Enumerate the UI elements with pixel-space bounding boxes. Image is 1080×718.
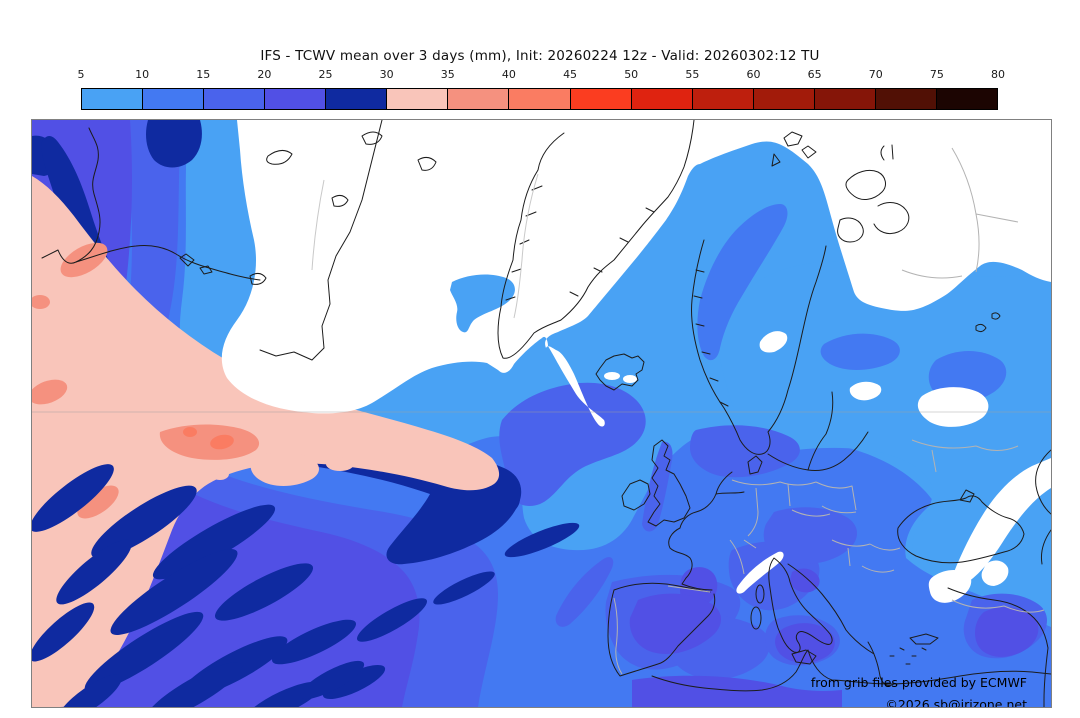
colorbar-segment-45-50 bbox=[570, 89, 632, 109]
field-10-15-tongue bbox=[697, 204, 788, 361]
field-25-30-topblob bbox=[146, 120, 202, 168]
field-30-35-islet bbox=[211, 468, 229, 480]
colorbar-tick-65: 65 bbox=[807, 68, 822, 81]
field-lt5-turkey2 bbox=[981, 560, 1009, 586]
colorbar-segment-55-60 bbox=[692, 89, 754, 109]
field-15-20-streak bbox=[555, 557, 614, 627]
field-20-25-tyrrhenian bbox=[775, 623, 835, 663]
colorbar-segment-35-40 bbox=[448, 89, 510, 109]
colorbar-tick-labels: 5 10 15 20 25 30 35 40 45 50 55 60 65 70 75 80 bbox=[77, 68, 1006, 84]
field-lt5-baltic1 bbox=[849, 381, 882, 401]
field-5-10-davis bbox=[450, 274, 515, 333]
colorbar-tick-60: 60 bbox=[746, 68, 761, 81]
colorbar-tick-10: 10 bbox=[135, 68, 150, 81]
colorbar-tick-50: 50 bbox=[624, 68, 639, 81]
field-35-40-blob bbox=[32, 379, 68, 405]
colorbar-tick-40: 40 bbox=[501, 68, 516, 81]
colorbar-tick-25: 25 bbox=[318, 68, 333, 81]
colorbar-segment-25-30 bbox=[326, 89, 388, 109]
colorbar-tick-35: 35 bbox=[440, 68, 455, 81]
attribution-source: from grib files provided by ECMWF bbox=[811, 675, 1027, 690]
colorbar-tick-45: 45 bbox=[563, 68, 578, 81]
colorbar-tick-80: 80 bbox=[991, 68, 1005, 81]
field-lt5-turkey1 bbox=[928, 570, 972, 603]
colorbar-segment-20-25 bbox=[265, 89, 327, 109]
colorbar-scale bbox=[81, 88, 998, 110]
field-35-40-blob bbox=[32, 295, 50, 309]
colorbar-segment-65-70 bbox=[814, 89, 876, 109]
colorbar-segment-60-65 bbox=[753, 89, 815, 109]
colorbar-tick-75: 75 bbox=[929, 68, 944, 81]
field-40-45-spot bbox=[210, 434, 234, 450]
field-5-10-ne-wedge bbox=[717, 260, 1051, 620]
field-lt5-scandes bbox=[759, 331, 788, 353]
colorbar-tick-20: 20 bbox=[257, 68, 272, 81]
colorbar-segment-10-15 bbox=[143, 89, 205, 109]
colorbar-segment-5-10 bbox=[82, 89, 144, 109]
colorbar-tick-5: 5 bbox=[77, 68, 85, 81]
field-25-30-slashes bbox=[32, 464, 580, 707]
colorbar-segment-50-55 bbox=[631, 89, 693, 109]
field-35-40-blob bbox=[77, 485, 119, 519]
field-15-20-balkans bbox=[763, 507, 857, 565]
field-lt5-caucasus bbox=[952, 458, 1051, 585]
coastlines bbox=[41, 120, 1051, 707]
tcwv-contour-map: from grib files provided by ECMWF ©2026 … bbox=[32, 120, 1051, 707]
field-10-15-blob bbox=[820, 333, 900, 370]
field-15-20-hook bbox=[499, 382, 646, 506]
field-40-45-spot bbox=[183, 427, 197, 437]
field-lt5-iceland-spot bbox=[604, 372, 620, 380]
field-15-20-germany bbox=[690, 425, 800, 478]
field-30-35-wedge bbox=[32, 176, 500, 707]
attribution-copyright: ©2026 sb@irizone.net bbox=[885, 697, 1027, 707]
colorbar-segment-30-35 bbox=[387, 89, 449, 109]
field-lt5-iceland-spot bbox=[623, 375, 637, 383]
field-lt5-arctic bbox=[221, 120, 1051, 427]
colorbar-segment-15-20 bbox=[204, 89, 266, 109]
colorbar: 5 10 15 20 25 30 35 40 45 50 55 60 65 70 75 80 bbox=[77, 68, 1006, 112]
field-20-25-emed bbox=[975, 607, 1039, 657]
colorbar-segment-75-80 bbox=[936, 89, 997, 109]
field-20-25-africa bbox=[632, 675, 842, 707]
colorbar-tick-70: 70 bbox=[868, 68, 883, 81]
country-borders bbox=[613, 147, 1045, 675]
field-lt5-baltic2 bbox=[917, 387, 989, 427]
inland-ice-borders bbox=[311, 173, 539, 319]
field-30-35-islet bbox=[326, 457, 354, 471]
page-title: IFS - TCWV mean over 3 days (mm), Init: … bbox=[260, 48, 820, 64]
field-30-35-islet bbox=[250, 452, 319, 486]
map-canvas: from grib files provided by ECMWF ©2026 … bbox=[31, 119, 1052, 708]
field-20-25-adriatic bbox=[790, 568, 820, 593]
colorbar-tick-55: 55 bbox=[685, 68, 700, 81]
colorbar-segment-40-45 bbox=[509, 89, 571, 109]
field-20-25-iberia bbox=[629, 593, 721, 655]
colorbar-tick-15: 15 bbox=[196, 68, 211, 81]
colorbar-segment-70-75 bbox=[875, 89, 937, 109]
colorbar-tick-30: 30 bbox=[379, 68, 394, 81]
